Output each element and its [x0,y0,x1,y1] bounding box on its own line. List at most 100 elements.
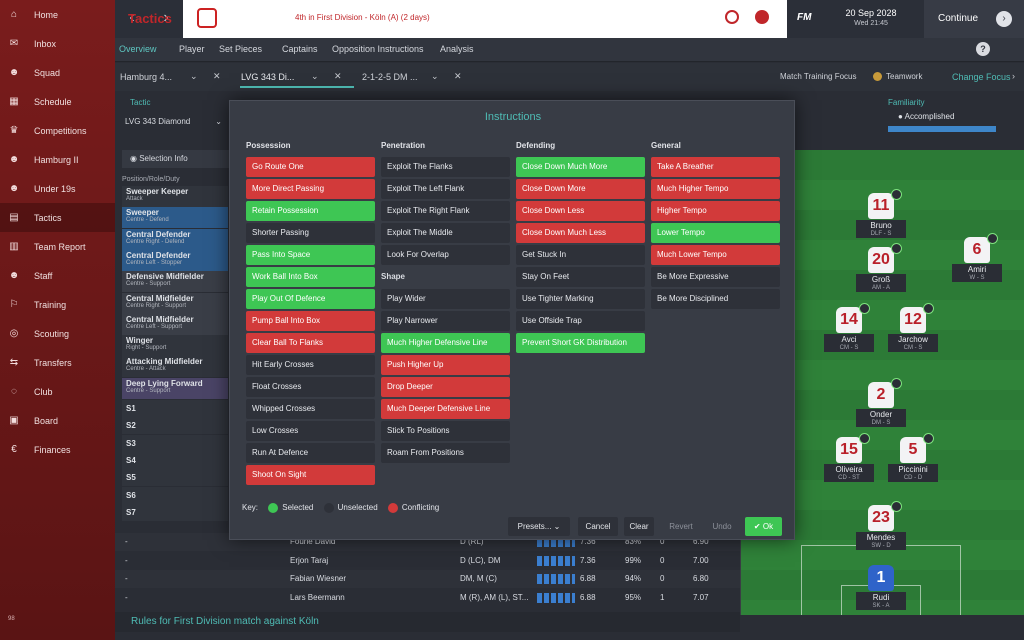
role-row[interactable]: Defensive Midfielder Centre - Support [122,271,228,293]
instruction-button[interactable]: Low Crosses [246,421,375,441]
clear-button[interactable]: Clear [624,517,654,536]
instruction-button[interactable]: Close Down More [516,179,645,199]
tactic-tab-3[interactable]: 2-1-2-5 DM ... [362,72,418,82]
instruction-button[interactable]: Much Deeper Defensive Line [381,399,510,419]
role-row[interactable]: Sweeper Keeper Attack [122,186,228,207]
instruction-button[interactable]: Go Route One [246,157,375,177]
role-row[interactable]: Winger Right - Support [122,335,228,357]
instruction-button[interactable]: Exploit The Right Flank [381,201,510,221]
search-icon[interactable] [725,10,739,24]
pitch-player[interactable]: 20 Groß AM - A [856,243,906,292]
sub-slot[interactable]: S3 [122,434,228,452]
sidebar-item-finances[interactable]: € Finances [0,435,115,464]
instruction-button[interactable]: Work Ball Into Box [246,267,375,287]
globe-icon[interactable] [755,10,769,24]
sidebar-item-hamburg-ii[interactable]: ☻ Hamburg II [0,145,115,174]
sub-slot[interactable]: S4 [122,451,228,469]
revert-button[interactable]: Revert [669,522,693,531]
forward-button[interactable]: › [149,0,183,38]
ok-button[interactable]: ✔ Ok [745,517,782,536]
tab-set-pieces[interactable]: Set Pieces [219,44,263,54]
sub-slot[interactable]: S7 [122,503,228,521]
role-row[interactable]: Central Defender Centre Right - Defend [122,228,228,250]
sidebar-item-under-19s[interactable]: ☻ Under 19s [0,174,115,203]
tactic-select[interactable]: LVG 343 Diamond ⌄ [122,114,230,130]
instruction-button[interactable]: Stick To Positions [381,421,510,441]
chevron-down-icon[interactable]: ⌄ [190,71,198,81]
sidebar-item-schedule[interactable]: ▦ Schedule [0,87,115,116]
pitch-player[interactable]: 12 Jarchow CM - S [888,303,938,352]
sidebar-item-board[interactable]: ▣ Board [0,406,115,435]
role-row[interactable]: Attacking Midfielder Centre - Attack [122,356,228,378]
tab-player[interactable]: Player [179,44,205,54]
instruction-button[interactable]: Hit Early Crosses [246,355,375,375]
instruction-button[interactable]: Whipped Crosses [246,399,375,419]
club-badge-icon[interactable] [197,8,217,28]
pitch-player[interactable]: 2 Onder DM - S [856,378,906,427]
instruction-button[interactable]: Close Down Much Less [516,223,645,243]
sidebar-item-training[interactable]: ⚐ Training [0,290,115,319]
chevron-down-icon[interactable]: ⌄ [311,71,319,81]
instruction-button[interactable]: Pass Into Space [246,245,375,265]
instruction-button[interactable]: Push Higher Up [381,355,510,375]
instruction-button[interactable]: Clear Ball To Flanks [246,333,375,353]
sidebar-item-team-report[interactable]: ▥ Team Report [0,232,115,261]
instruction-button[interactable]: Use Offside Trap [516,311,645,331]
role-row[interactable]: Central Midfielder Centre Left - Support [122,313,228,335]
instruction-button[interactable]: Roam From Positions [381,443,510,463]
instruction-button[interactable]: Stay On Feet [516,267,645,287]
instruction-button[interactable]: Close Down Much More [516,157,645,177]
instruction-button[interactable]: Prevent Short GK Distribution [516,333,645,353]
instruction-button[interactable]: Play Out Of Defence [246,289,375,309]
sub-slot[interactable]: S6 [122,486,228,504]
close-icon[interactable]: ✕ [334,71,342,81]
sidebar-item-club[interactable]: ◌ Club [0,377,115,406]
role-row[interactable]: Deep Lying Forward Centre - Support [122,377,228,399]
pitch-player[interactable]: 6 Amiri W - S [952,233,1002,282]
instruction-button[interactable]: Much Higher Tempo [651,179,780,199]
instruction-button[interactable]: More Direct Passing [246,179,375,199]
pitch-player[interactable]: 1 Rudi SK - A [856,565,906,610]
pitch-player[interactable]: 23 Mendes SW - D [856,501,906,550]
tab-opposition-instructions[interactable]: Opposition Instructions [332,44,424,54]
instruction-button[interactable]: Exploit The Middle [381,223,510,243]
sub-slot[interactable]: S5 [122,469,228,487]
continue-button[interactable]: Continue › [924,0,1024,38]
close-icon[interactable]: ✕ [213,71,221,81]
sidebar-item-transfers[interactable]: ⇆ Transfers [0,348,115,377]
undo-button[interactable]: Undo [712,522,732,531]
instruction-button[interactable]: Higher Tempo [651,201,780,221]
change-focus-link[interactable]: Change Focus [952,72,1011,82]
tactic-tab-1[interactable]: Hamburg 4... [120,72,173,82]
instruction-button[interactable]: Retain Possession [246,201,375,221]
instruction-button[interactable]: Close Down Less [516,201,645,221]
instruction-button[interactable]: Get Stuck In [516,245,645,265]
instruction-button[interactable]: Drop Deeper [381,377,510,397]
sidebar-item-staff[interactable]: ☻ Staff [0,261,115,290]
sub-slot[interactable]: S1 [122,400,228,417]
instruction-button[interactable]: Run At Defence [246,443,375,463]
instruction-button[interactable]: Play Narrower [381,311,510,331]
tab-captains[interactable]: Captains [282,44,318,54]
table-row[interactable]: - Lars Beermann M (R), AM (L), ST... 6.88 95… [115,588,740,607]
instruction-button[interactable]: Shorter Passing [246,223,375,243]
instruction-button[interactable]: Exploit The Left Flank [381,179,510,199]
cancel-button[interactable]: Cancel [578,517,618,536]
instruction-button[interactable]: Be More Disciplined [651,289,780,309]
role-row[interactable]: Central Midfielder Centre Right - Support [122,292,228,314]
sidebar-item-inbox[interactable]: ✉ Inbox [0,29,115,58]
sidebar-item-competitions[interactable]: ♛ Competitions [0,116,115,145]
instruction-button[interactable]: Float Crosses [246,377,375,397]
instruction-button[interactable]: Lower Tempo [651,223,780,243]
instruction-button[interactable]: Be More Expressive [651,267,780,287]
pitch-player[interactable]: 14 Avci CM - S [824,303,874,352]
role-row[interactable]: Central Defender Centre Left - Stopper [122,249,228,271]
selection-info-button[interactable]: ◉ Selection Info [122,150,230,168]
table-row[interactable]: - Fabian Wiesner DM, M (C) 6.88 94% 0 6.80 [115,570,740,588]
instruction-button[interactable]: Take A Breather [651,157,780,177]
sidebar-item-home[interactable]: ⌂ Home [0,0,115,29]
role-row[interactable]: Sweeper Centre - Defend [122,207,228,229]
tab-overview[interactable]: Overview [119,44,157,54]
chevron-right-icon[interactable]: › [1012,71,1015,81]
table-row[interactable]: - Erjon Taraj D (LC), DM 7.36 99% 0 7.00 [115,551,740,570]
